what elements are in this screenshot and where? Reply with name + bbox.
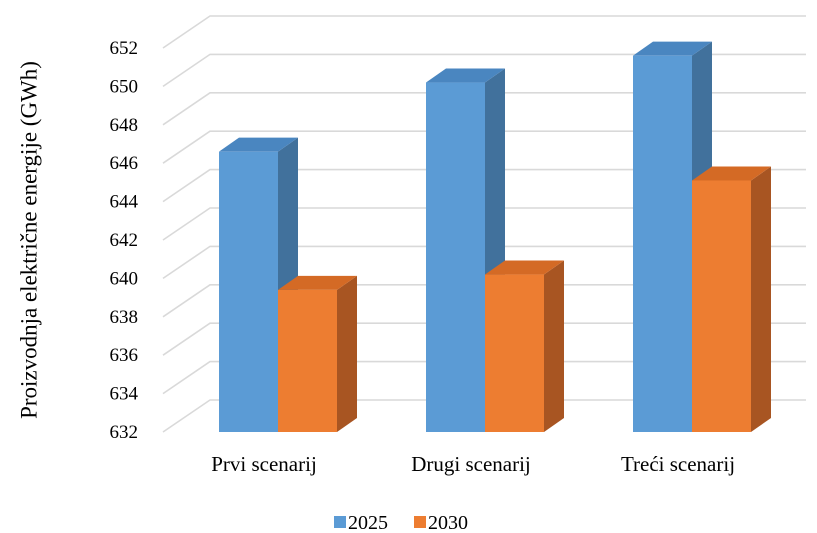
- bar-front: [485, 274, 544, 432]
- y-tick-label: 648: [110, 115, 139, 136]
- gridline: [162, 245, 806, 280]
- x-category-label: Prvi scenarij: [211, 452, 317, 476]
- bar-side: [337, 275, 357, 432]
- bars: [219, 41, 771, 433]
- y-tick-label: 638: [110, 307, 139, 328]
- bar-front: [426, 82, 485, 432]
- bar-top: [426, 68, 505, 83]
- gridline: [162, 15, 806, 49]
- bar-side: [751, 166, 771, 433]
- legend: 2025 2030: [334, 512, 468, 533]
- y-tick-label: 652: [110, 38, 139, 59]
- y-tick-label: 636: [110, 345, 139, 366]
- gridline: [162, 399, 806, 433]
- bar-2030-1: [485, 260, 564, 432]
- bar-front: [692, 180, 751, 432]
- y-axis-label: Proizvodnja električne energije (GWh): [16, 61, 41, 419]
- bar-front: [278, 289, 337, 432]
- gridline: [162, 360, 806, 395]
- bar-top: [278, 275, 357, 290]
- y-axis-ticks: 632 634 636 638 640 642 644 646 648 650 652: [110, 38, 139, 443]
- legend-swatch: [414, 516, 426, 528]
- gridline: [162, 53, 806, 88]
- bar-front: [633, 55, 692, 433]
- y-tick-label: 644: [110, 192, 139, 213]
- y-tick-label: 646: [110, 153, 139, 174]
- bar-top: [633, 41, 712, 56]
- bar-top: [485, 260, 564, 275]
- bar-top: [219, 137, 298, 152]
- bar-top: [692, 166, 771, 181]
- legend-label: 2025: [348, 512, 388, 533]
- gridline: [162, 207, 806, 241]
- gridline: [162, 92, 806, 126]
- gridlines: [162, 15, 806, 433]
- x-category-label: Treći scenarij: [621, 452, 735, 476]
- y-tick-label: 640: [110, 268, 139, 289]
- y-tick-label: 634: [110, 384, 139, 405]
- legend-label: 2030: [428, 512, 468, 533]
- gridline: [162, 130, 806, 164]
- y-tick-label: 632: [110, 422, 139, 443]
- y-tick-label: 642: [110, 230, 139, 251]
- gridline: [162, 283, 806, 318]
- y-tick-label: 650: [110, 76, 139, 97]
- bar-2030-2: [692, 166, 771, 433]
- gridline: [162, 168, 806, 203]
- x-axis-categories: Prvi scenarij Drugi scenarij Treći scenari…: [211, 452, 735, 476]
- x-category-label: Drugi scenarij: [411, 452, 531, 476]
- bar-front: [219, 151, 278, 432]
- legend-swatch: [334, 516, 346, 528]
- bar-side: [544, 260, 564, 432]
- bar-2030-0: [278, 275, 357, 432]
- gridline: [162, 322, 806, 356]
